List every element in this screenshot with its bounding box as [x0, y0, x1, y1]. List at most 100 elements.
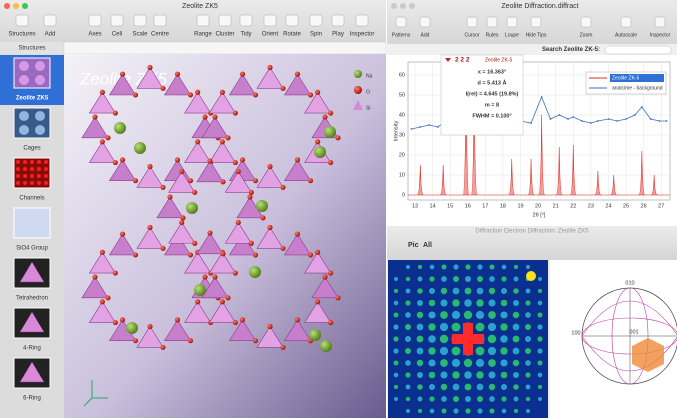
zoom-button[interactable]: [22, 3, 28, 9]
stereogram-label: 100: [571, 330, 580, 336]
diffraction-spot: [405, 288, 411, 294]
oxygen-atom: [160, 85, 166, 91]
x-tick-label: 19: [517, 203, 523, 209]
sodium-atom: [134, 142, 146, 154]
oxygen-atom: [252, 92, 259, 98]
diffraction-spot: [513, 384, 519, 390]
thumbnail-dot: [37, 174, 41, 178]
toolbar-label[interactable]: Cell: [112, 32, 122, 38]
toolbar-label[interactable]: Axes: [88, 32, 101, 38]
close-button[interactable]: [391, 3, 397, 9]
diffraction-spot: [475, 358, 485, 368]
minimize-button[interactable]: [13, 3, 19, 9]
toolbar-label[interactable]: Rotate: [283, 32, 301, 38]
oxygen-atom: [322, 114, 328, 120]
oxygen-atom: [239, 71, 246, 77]
toolbar-label[interactable]: Rules: [486, 32, 499, 38]
sodium-atom: [256, 200, 268, 212]
oxygen-atom: [232, 319, 238, 326]
diffraction-spot: [429, 408, 435, 414]
oxygen-atom: [112, 319, 118, 326]
diffraction-spot: [500, 299, 508, 307]
tooltip-line: m = 8: [485, 102, 499, 108]
diffraction-spot: [428, 359, 436, 367]
toolbar-label[interactable]: Play: [332, 32, 344, 38]
tooltip-marker: [445, 58, 451, 62]
tetrahedron: [81, 276, 109, 299]
toolbar-label[interactable]: Autoscale: [615, 32, 637, 38]
toolbar-label[interactable]: Inspector: [350, 32, 375, 38]
diffraction-spot: [417, 384, 423, 390]
oxygen-atom: [280, 184, 286, 190]
diffraction-spot: [393, 348, 399, 354]
toolbar-icon: [15, 14, 29, 27]
series-point: [530, 122, 532, 124]
toolbar-label[interactable]: Cursor: [464, 32, 479, 38]
oxygen-atom: [160, 184, 166, 190]
diffraction-spot: [525, 312, 531, 318]
diffraction-spot: [501, 276, 507, 282]
diffraction-spot: [477, 264, 483, 270]
diffraction-spot: [465, 276, 471, 282]
oxygen-atom: [212, 274, 218, 280]
sidebar-thumbnail[interactable]: [13, 107, 51, 139]
diffraction-spot: [393, 360, 399, 366]
thumbnail-dot: [44, 160, 48, 164]
zoom-button[interactable]: [409, 3, 415, 9]
toolbar-label[interactable]: Scale: [132, 32, 148, 38]
diffraction-spot: [512, 359, 520, 367]
diffraction-spot: [439, 322, 449, 332]
toolbar-label[interactable]: Loupe: [505, 32, 519, 38]
toolbar-label[interactable]: Orient: [262, 32, 279, 38]
diffraction-spot: [393, 288, 399, 294]
window-title: Zeolite ZK5: [182, 3, 218, 10]
sidebar-thumbnail[interactable]: [13, 57, 51, 89]
tetrahedron: [163, 319, 192, 341]
toolbar-button[interactable]: All: [423, 242, 432, 249]
diffraction-spot: [439, 334, 449, 344]
search-field[interactable]: [604, 45, 672, 55]
oxygen-atom: [92, 274, 98, 280]
thumbnail-dot: [23, 174, 27, 178]
oxygen-atom: [99, 139, 105, 145]
tetrahedron: [108, 159, 137, 181]
toolbar-label[interactable]: Hide Tips: [526, 32, 547, 38]
diffraction-spot: [451, 310, 461, 320]
toolbar-label[interactable]: Add: [45, 32, 56, 38]
diffraction-spot: [453, 408, 459, 414]
diffraction-spot: [440, 287, 448, 295]
toolbar-label[interactable]: Tidy: [240, 32, 251, 38]
x-axis-label: 2θ [°]: [533, 212, 546, 218]
toolbar-label[interactable]: Inspector: [650, 32, 671, 38]
diffraction-spot: [451, 358, 461, 368]
minimize-button[interactable]: [400, 3, 406, 9]
toolbar-label[interactable]: Structures: [8, 32, 35, 38]
thumbnail-dot: [30, 181, 34, 185]
close-button[interactable]: [4, 3, 10, 9]
tooltip-line: x = 16.363°: [478, 69, 506, 75]
oxygen-atom: [180, 215, 186, 221]
diffraction-spot: [488, 287, 496, 295]
diffraction-spot: [501, 396, 507, 402]
oxygen-atom: [147, 323, 153, 330]
toolbar-icon: [88, 14, 102, 27]
diffraction-spot: [501, 384, 507, 390]
toolbar-button[interactable]: Pic: [408, 242, 419, 249]
diffraction-spot: [537, 384, 543, 390]
sidebar-thumbnail[interactable]: [13, 207, 51, 239]
toolbar-label[interactable]: Cluster: [215, 32, 234, 38]
toolbar-label[interactable]: Range: [194, 32, 212, 38]
diffraction-peak: [555, 146, 563, 196]
tetrahedron: [184, 91, 212, 114]
toolbar-label[interactable]: Patterns: [392, 32, 411, 38]
toolbar-label[interactable]: Zoom: [580, 32, 593, 38]
tetrahedron: [201, 276, 229, 299]
oxygen-atom: [267, 163, 273, 170]
toolbar-label[interactable]: Add: [421, 32, 430, 38]
series-point: [410, 128, 413, 130]
diffraction-spot: [405, 360, 411, 366]
toolbar-label[interactable]: Centre: [151, 32, 170, 38]
toolbar-label[interactable]: Spin: [310, 32, 322, 38]
oxygen-atom: [220, 251, 226, 257]
x-tick-label: 16: [465, 203, 471, 209]
